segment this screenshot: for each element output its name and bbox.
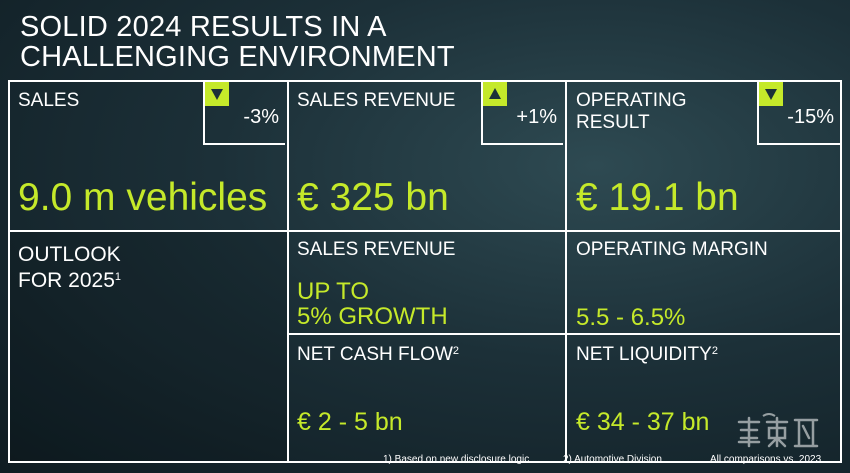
operating-margin-label: OPERATING MARGIN xyxy=(576,239,768,260)
footnote-ref-2: 2 xyxy=(452,345,460,357)
outlook-sales-revenue-label: SALES REVENUE xyxy=(297,239,456,260)
title-line-1: SOLID 2024 RESULTS IN A xyxy=(20,11,387,43)
outlook-heading: OUTLOOK FOR 20251 xyxy=(18,242,121,294)
outlook-sales-revenue-value: UP TO 5% GROWTH xyxy=(297,279,448,329)
operating-result-value: € 19.1 bn xyxy=(576,176,739,219)
grid-line-top xyxy=(8,80,842,82)
operating-result-label-line-2: RESULT xyxy=(576,112,650,133)
sales-label: SALES xyxy=(18,90,80,111)
net-liquidity-label: NET LIQUIDITY2 xyxy=(576,344,718,365)
net-cash-flow-label: NET CASH FLOW2 xyxy=(297,344,460,365)
operating-result-delta: -15% xyxy=(787,106,834,128)
sales-revenue-delta-box: +1% xyxy=(481,82,563,145)
grid-line-middle xyxy=(8,230,842,232)
operating-result-delta-box: -15% xyxy=(757,82,840,145)
operating-result-label-line-1: OPERATING xyxy=(576,90,687,111)
watermark-logo xyxy=(737,413,819,448)
grid-line-right xyxy=(840,80,842,463)
outlook-background xyxy=(8,232,287,463)
sales-delta: -3% xyxy=(243,106,279,128)
sales-revenue-label: SALES REVENUE xyxy=(297,90,456,111)
grid-line-outlook xyxy=(287,333,842,335)
triangle-down-icon xyxy=(205,82,229,106)
operating-result-label: OPERATING RESULT xyxy=(576,90,687,134)
triangle-down-icon xyxy=(759,82,783,106)
outlook-sales-revenue-value-line-1: UP TO xyxy=(297,278,370,305)
sales-revenue-value: € 325 bn xyxy=(297,176,449,219)
grid-line-col2 xyxy=(565,80,567,463)
title-line-2: CHALLENGING ENVIRONMENT xyxy=(20,41,455,73)
sales-value: 9.0 m vehicles xyxy=(18,176,268,219)
sales-delta-box: -3% xyxy=(203,82,285,145)
operating-margin-value: 5.5 - 6.5% xyxy=(576,304,686,331)
grid-line-bottom xyxy=(8,461,842,463)
page-title: SOLID 2024 RESULTS IN A CHALLENGING ENVI… xyxy=(20,12,455,72)
grid-line-col1 xyxy=(287,80,289,463)
footnote-3: All comparisons vs. 2023 xyxy=(710,454,822,465)
grid-line-left xyxy=(8,80,10,463)
sales-revenue-delta: +1% xyxy=(516,106,557,128)
outlook-line-1: OUTLOOK xyxy=(18,243,121,266)
outlook-sales-revenue-value-line-2: 5% GROWTH xyxy=(297,303,448,330)
footnote-ref-2: 2 xyxy=(711,345,718,357)
net-cash-flow-value: € 2 - 5 bn xyxy=(297,408,403,436)
triangle-up-icon xyxy=(483,82,507,106)
footnote-1: 1) Based on new disclosure logic xyxy=(383,454,530,465)
net-liquidity-value: € 34 - 37 bn xyxy=(576,408,710,436)
outlook-line-2: FOR 20251 xyxy=(18,269,122,292)
results-grid: SALES -3% 9.0 m vehicles SALES REVENUE +… xyxy=(8,80,842,463)
footnote-ref-1: 1 xyxy=(114,271,122,283)
footnote-2: 2) Automotive Division xyxy=(563,454,662,465)
